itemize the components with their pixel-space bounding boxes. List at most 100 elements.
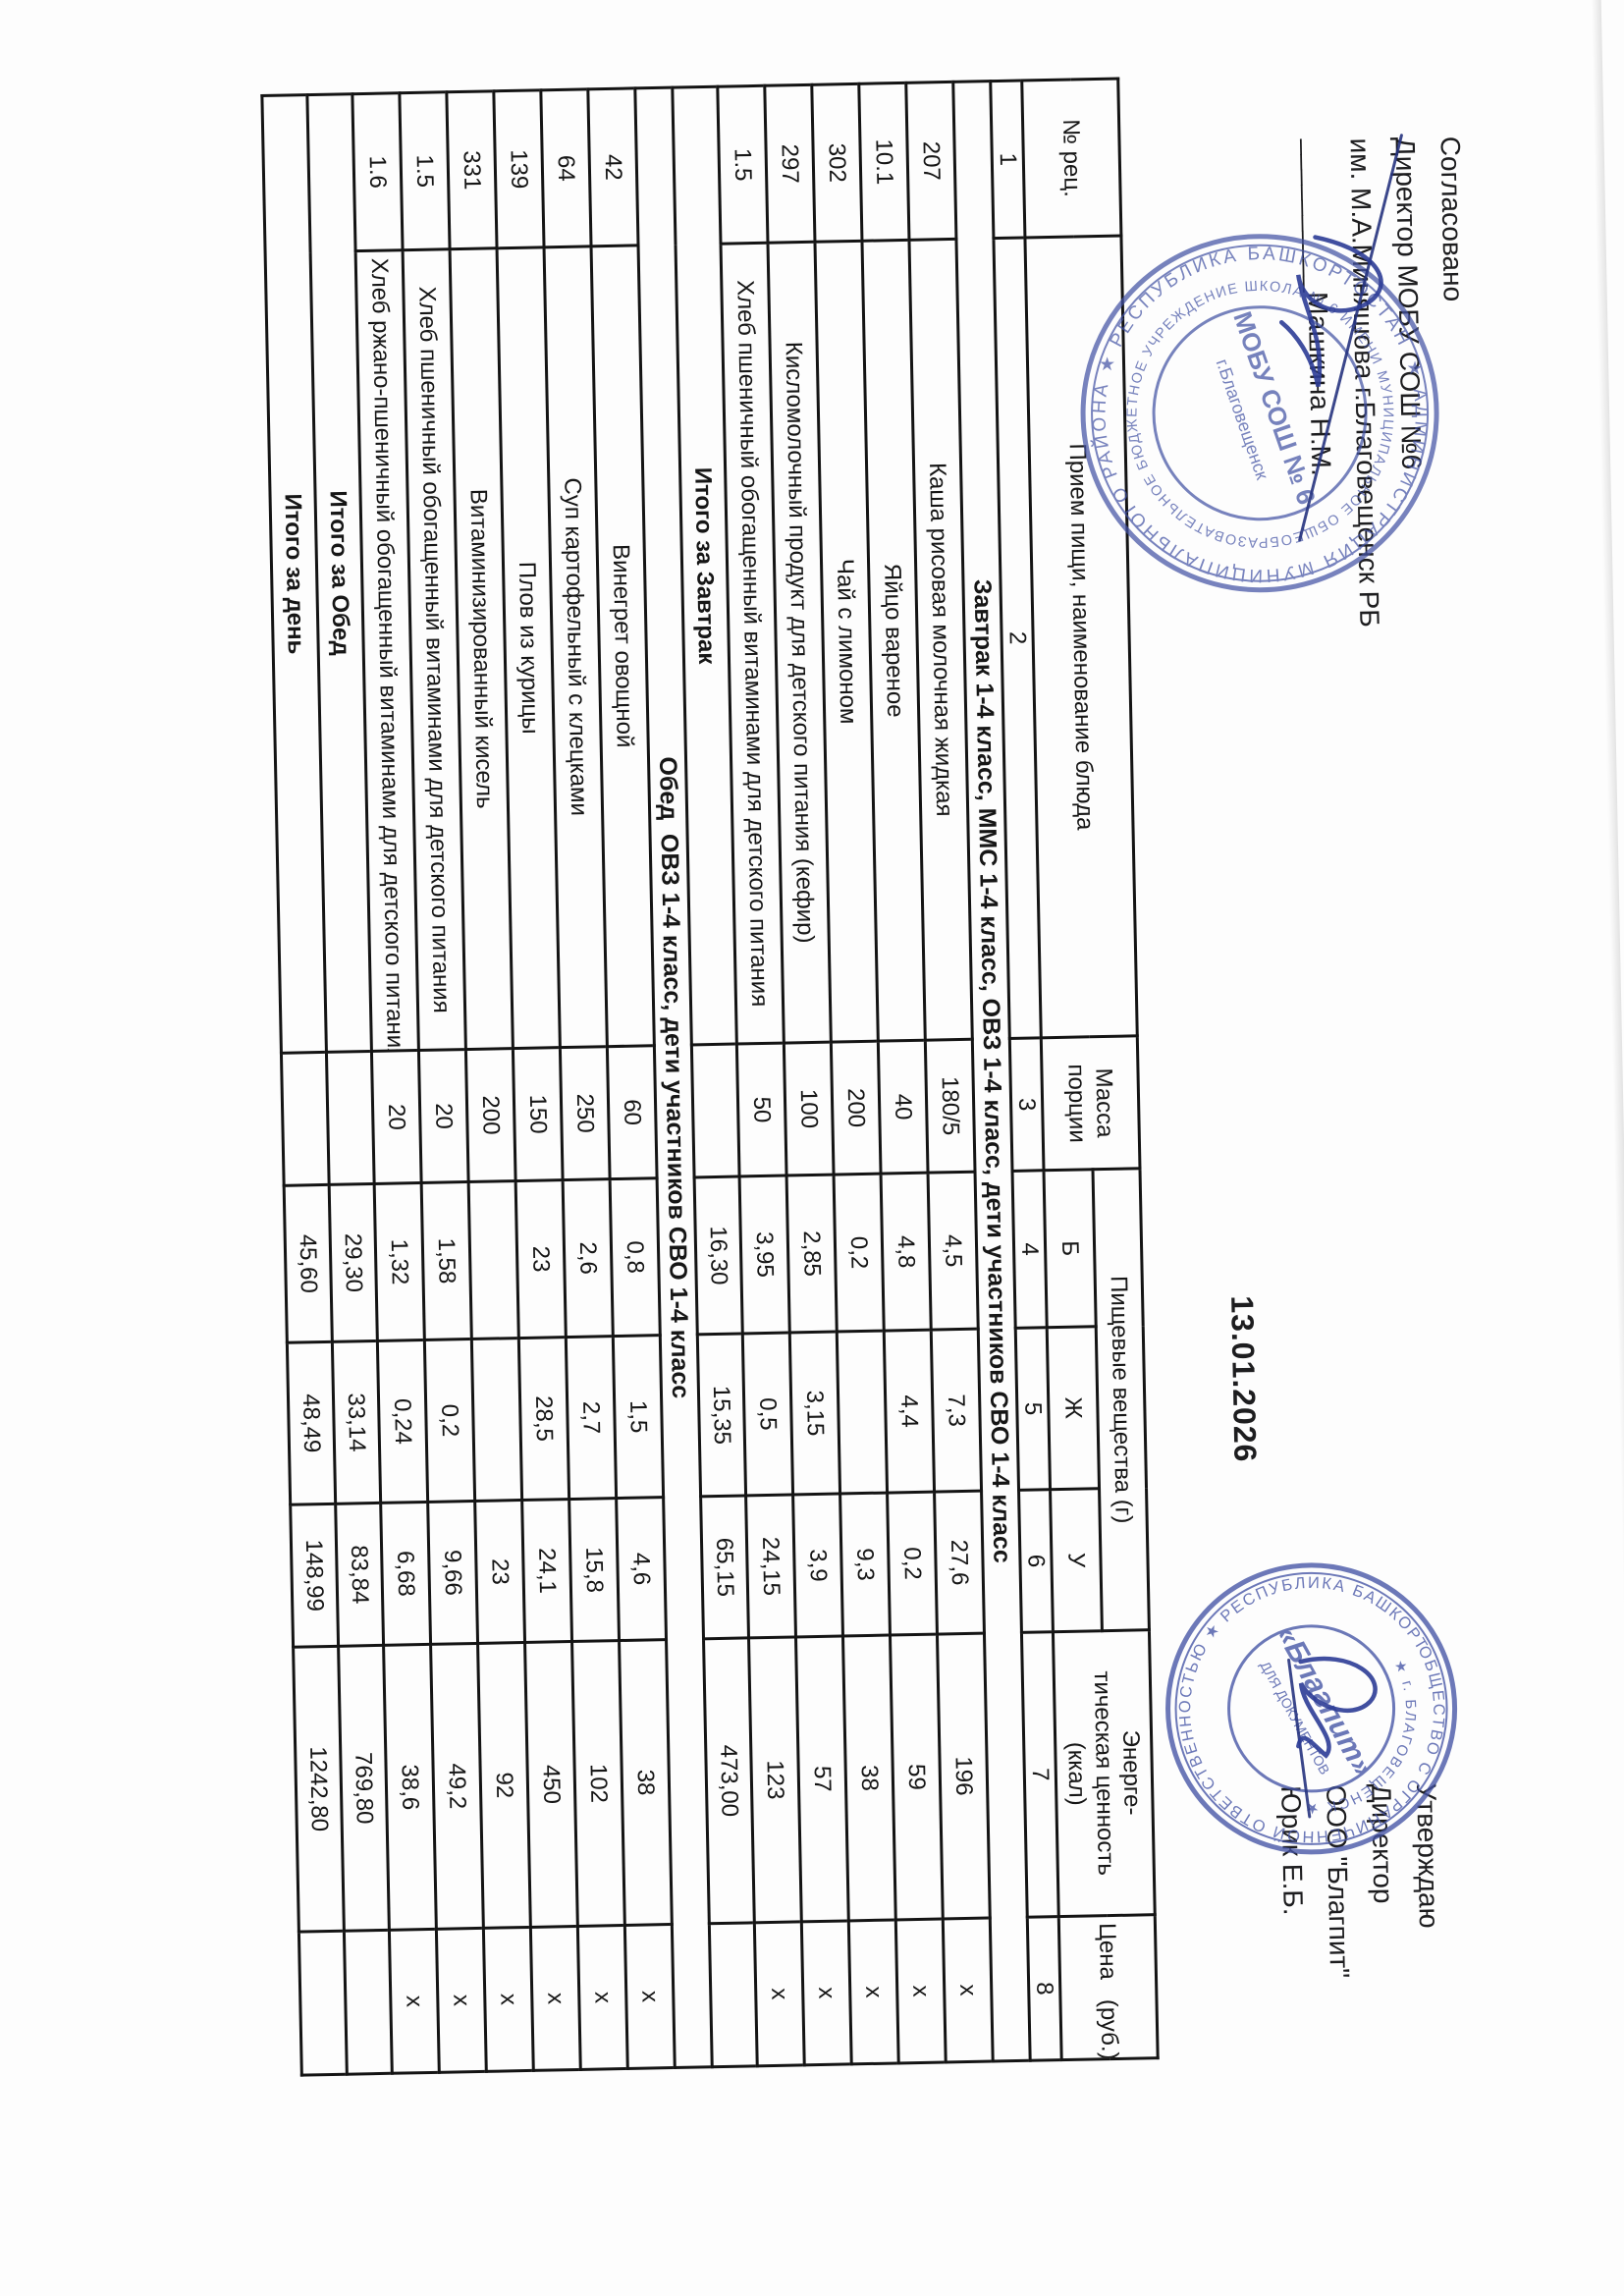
grand-total-row-carbs: 148,99 xyxy=(290,1503,339,1648)
cell-price: х xyxy=(801,1920,852,2065)
col-header-fat: Ж xyxy=(1047,1326,1100,1490)
cell-protein: 0,2 xyxy=(834,1174,885,1333)
cell-recipe-number: 10.1 xyxy=(858,82,909,242)
cell-price: х xyxy=(436,1928,487,2073)
approval-blagpit-line4: Юрик Е.Б. xyxy=(1275,1785,1309,1916)
cell-mass: 20 xyxy=(371,1050,422,1184)
menu-table: № рец. Прием пищи, наименование блюда Ма… xyxy=(260,77,1159,2076)
cell-carbs: 0,2 xyxy=(887,1492,938,1636)
col-header-protein: Б xyxy=(1044,1169,1097,1328)
blagpit-stamp-center-line1: «Благпит» xyxy=(1270,1620,1379,1781)
cell-energy: 49,2 xyxy=(430,1643,484,1930)
cell-fat: 0,2 xyxy=(424,1339,475,1503)
school-stamp-center-line2: г.Благовещенск xyxy=(1213,356,1272,482)
cell-price: х xyxy=(389,1929,440,2074)
grand-total-row-protein: 45,60 xyxy=(284,1184,333,1343)
cell-carbs: 27,6 xyxy=(934,1491,985,1635)
cell-fat: 2,7 xyxy=(566,1336,617,1500)
col-header-energy: Энерге- тическая ценность (ккал) xyxy=(1053,1629,1156,1917)
cell-carbs: 3,9 xyxy=(792,1493,843,1637)
cell-energy: 59 xyxy=(890,1634,944,1920)
cell-price: х xyxy=(483,1927,534,2072)
cell-carbs: 15,8 xyxy=(568,1498,620,1642)
column-index-8: 8 xyxy=(1027,1916,1062,2061)
cell-fat: 28,5 xyxy=(518,1337,569,1501)
grand-total-row-price xyxy=(298,1931,348,2076)
section-total-row-1-energy: 473,00 xyxy=(703,1637,755,1924)
cell-carbs: 24,15 xyxy=(745,1494,796,1638)
cell-protein xyxy=(468,1180,519,1339)
cell-mass: 200 xyxy=(465,1048,516,1182)
menu-table-body: Завтрак 1-4 класс, ММС 1-4 класс, ОВЗ 1-… xyxy=(261,81,1031,2076)
cell-fat: 3,15 xyxy=(789,1332,840,1495)
cell-fat xyxy=(471,1338,522,1502)
section-total-row-1-protein: 16,30 xyxy=(694,1175,743,1335)
cell-recipe-number: 139 xyxy=(493,89,545,248)
grand-total-row-fat: 48,49 xyxy=(287,1341,336,1505)
cell-fat: 0,5 xyxy=(742,1332,793,1496)
blagpit-signature xyxy=(1296,1656,1378,1759)
cell-recipe-number: 207 xyxy=(905,82,956,241)
cell-energy: 38 xyxy=(842,1635,896,1921)
section-total-row-1-mass xyxy=(691,1044,740,1177)
section-total-row-2-mass xyxy=(326,1051,375,1185)
col-header-mass: Масса порции xyxy=(1041,1035,1140,1171)
col-header-price: Цена (руб.) xyxy=(1058,1914,1159,2060)
cell-recipe-number: 42 xyxy=(587,87,639,246)
cell-energy: 196 xyxy=(937,1633,991,1919)
cell-energy: 92 xyxy=(477,1642,531,1929)
cell-price: х xyxy=(530,1926,581,2071)
cell-mass: 200 xyxy=(831,1041,882,1175)
cell-protein: 4,5 xyxy=(928,1172,979,1331)
cell-fat: 7,3 xyxy=(931,1329,982,1493)
cell-recipe-number: 297 xyxy=(764,84,815,244)
cell-price: х xyxy=(943,1918,994,2062)
cell-recipe-number: 302 xyxy=(811,83,862,243)
cell-protein: 1,58 xyxy=(421,1181,472,1340)
grand-total-row-mass xyxy=(281,1052,330,1186)
cell-carbs: 4,6 xyxy=(616,1497,667,1641)
cell-mass: 100 xyxy=(784,1042,835,1176)
section-total-row-1-carbs: 65,15 xyxy=(700,1495,749,1639)
cell-recipe-number: 1.5 xyxy=(717,85,768,245)
approval-blagpit-line2: Директор xyxy=(1366,1783,1399,1904)
cell-protein: 2,6 xyxy=(563,1178,614,1338)
cell-protein: 3,95 xyxy=(739,1175,790,1334)
approval-blagpit-line3: ООО "Благпит" xyxy=(1321,1784,1356,1979)
column-index-4: 4 xyxy=(1012,1170,1048,1329)
cell-mass: 60 xyxy=(607,1045,658,1179)
cell-carbs: 9,3 xyxy=(839,1493,891,1636)
cell-price: х xyxy=(624,1924,676,2069)
col-header-carbs: У xyxy=(1050,1488,1103,1632)
cell-price: х xyxy=(577,1925,628,2070)
col-header-nutrients: Пищевые вещества (г) xyxy=(1092,1168,1150,1631)
cell-protein: 4,8 xyxy=(881,1173,932,1332)
grand-total-row-energy: 1242,80 xyxy=(293,1646,345,1933)
section-total-row-1-price xyxy=(709,1922,758,2067)
cell-carbs: 9,66 xyxy=(427,1501,478,1645)
approval-block-school: Согласовано Директор МОБУ СОШ №6 им. М.А… xyxy=(1291,136,1482,629)
cell-recipe-number: 1.5 xyxy=(399,91,451,250)
cell-mass: 50 xyxy=(736,1043,787,1176)
cell-mass: 150 xyxy=(513,1047,564,1181)
cell-carbs: 6,68 xyxy=(380,1502,431,1646)
column-index-1: 1 xyxy=(990,80,1025,239)
cell-protein: 2,85 xyxy=(786,1175,838,1333)
cell-recipe-number: 331 xyxy=(446,90,498,249)
cell-price: х xyxy=(754,1921,805,2066)
section-total-row-2-protein: 29,30 xyxy=(329,1183,378,1342)
cell-carbs: 23 xyxy=(474,1500,525,1644)
cell-fat: 0,24 xyxy=(377,1339,428,1503)
section-total-row-2-carbs: 83,84 xyxy=(335,1503,384,1647)
cell-energy: 102 xyxy=(571,1640,625,1927)
section-total-row-2-fat: 33,14 xyxy=(332,1340,381,1504)
approval-block-blagpit: Утверждаю Директор ООО "Благпит" Юрик Е.… xyxy=(1268,1782,1452,1979)
cell-energy: 38,6 xyxy=(383,1644,437,1931)
cell-mass: 250 xyxy=(560,1046,611,1180)
col-header-meal-name: Прием пищи, наименование блюда xyxy=(1024,235,1138,1038)
cell-price: х xyxy=(848,1919,899,2064)
section-total-row-2-energy: 769,80 xyxy=(338,1645,390,1932)
cell-protein: 0,8 xyxy=(610,1177,661,1337)
cell-mass: 180/5 xyxy=(925,1039,976,1174)
